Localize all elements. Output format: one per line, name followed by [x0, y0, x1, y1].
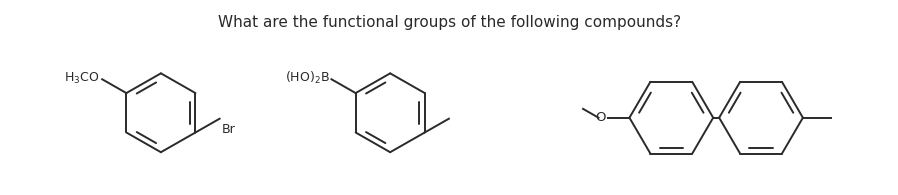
Text: Br: Br — [222, 123, 235, 136]
Text: H$_3$CO: H$_3$CO — [64, 71, 99, 86]
Text: O: O — [595, 111, 605, 124]
Text: What are the functional groups of the following compounds?: What are the functional groups of the fo… — [218, 15, 682, 30]
Text: (HO)$_2$B: (HO)$_2$B — [285, 70, 330, 86]
